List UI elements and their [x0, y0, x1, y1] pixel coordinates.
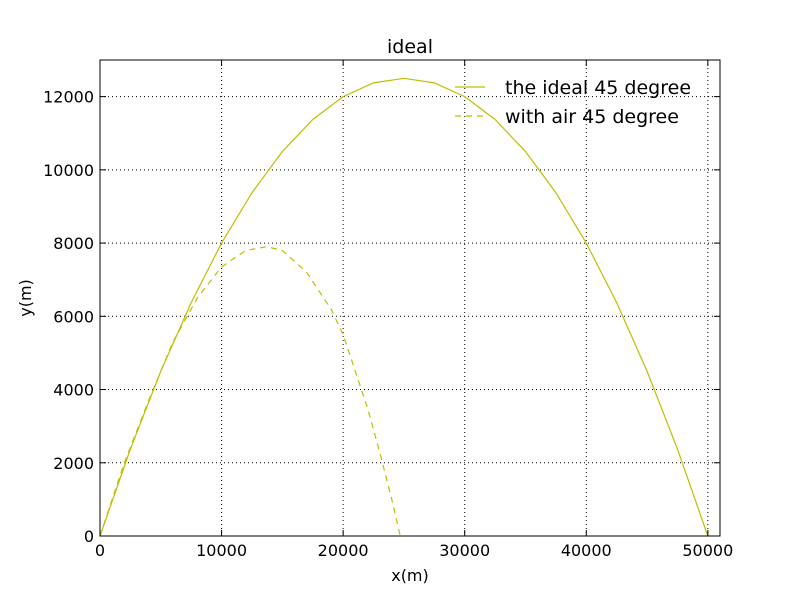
y-axis-label: y(m)	[16, 279, 35, 317]
y-tick-label: 10000	[43, 161, 94, 180]
x-tick-label: 30000	[439, 541, 490, 560]
legend: the ideal 45 degree with air 45 degree	[455, 77, 691, 128]
x-tick-label: 50000	[682, 541, 733, 560]
series-layer	[99, 77, 709, 537]
series-line-2	[99, 246, 401, 537]
x-tick-label: 20000	[318, 541, 369, 560]
x-tick-label: 10000	[196, 541, 247, 560]
x-tick-label: 0	[95, 541, 105, 560]
grid	[100, 60, 720, 536]
plot-frame	[99, 59, 721, 537]
ticks: 0 10000 20000 30000 40000 50000 0 2000 4000 6000 8…	[43, 60, 733, 560]
y-tick-label: 6000	[53, 307, 94, 326]
legend-label-2: with air 45 degree	[505, 106, 679, 128]
y-tick-label: 12000	[43, 88, 94, 107]
y-tick-label: 8000	[53, 234, 94, 253]
y-tick-label: 4000	[53, 381, 94, 400]
y-tick-label: 2000	[53, 454, 94, 473]
x-axis-label: x(m)	[391, 566, 429, 585]
legend-label-1: the ideal 45 degree	[505, 77, 691, 99]
series-line-1	[99, 77, 709, 537]
y-tick-label: 0	[84, 527, 94, 546]
chart-title: ideal	[387, 36, 433, 58]
x-tick-label: 40000	[561, 541, 612, 560]
